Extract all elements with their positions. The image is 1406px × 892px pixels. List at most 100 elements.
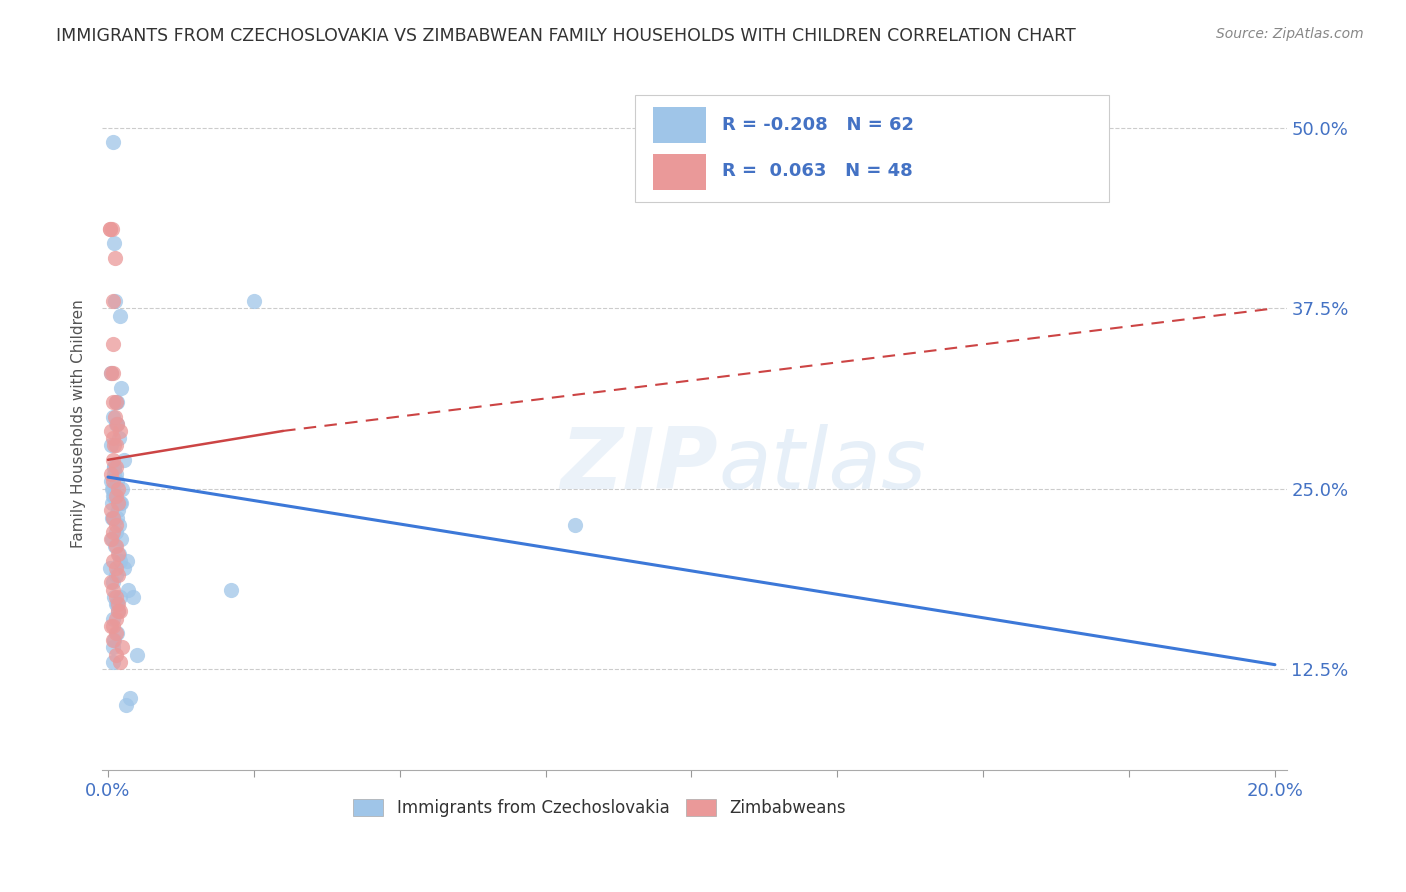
Point bbox=[105, 395, 128, 409]
Point bbox=[105, 510, 128, 524]
Point bbox=[103, 590, 125, 604]
Point bbox=[107, 503, 129, 517]
Point bbox=[100, 510, 122, 524]
Point bbox=[121, 590, 143, 604]
Point bbox=[108, 424, 131, 438]
Point bbox=[110, 554, 132, 568]
Point bbox=[101, 640, 124, 655]
Point bbox=[100, 222, 122, 236]
Point bbox=[104, 597, 127, 611]
Point bbox=[104, 524, 127, 539]
Point bbox=[107, 568, 129, 582]
Point bbox=[100, 424, 122, 438]
Point bbox=[101, 337, 124, 351]
Point bbox=[100, 482, 122, 496]
Point bbox=[107, 482, 129, 496]
Point bbox=[100, 222, 122, 236]
Point bbox=[103, 655, 125, 669]
Legend: Immigrants from Czechoslovakia, Zimbabweans: Immigrants from Czechoslovakia, Zimbabwe… bbox=[347, 792, 852, 824]
Point bbox=[100, 467, 122, 482]
Point bbox=[105, 597, 128, 611]
Point bbox=[101, 452, 124, 467]
Point bbox=[104, 467, 127, 482]
Point bbox=[100, 532, 122, 546]
Point bbox=[107, 597, 129, 611]
Point bbox=[104, 648, 127, 662]
Point bbox=[104, 460, 127, 475]
Point bbox=[100, 366, 122, 380]
Text: R =  0.063   N = 48: R = 0.063 N = 48 bbox=[721, 162, 912, 180]
Point bbox=[104, 438, 127, 452]
Point bbox=[105, 395, 128, 409]
Point bbox=[104, 561, 127, 575]
Point bbox=[103, 467, 125, 482]
Point bbox=[104, 626, 127, 640]
Point bbox=[114, 698, 136, 712]
Point bbox=[100, 575, 122, 590]
Point bbox=[103, 618, 125, 632]
Point bbox=[110, 496, 132, 510]
Point bbox=[103, 236, 125, 251]
Point bbox=[111, 482, 134, 496]
Point bbox=[108, 655, 131, 669]
Point bbox=[104, 590, 127, 604]
Point bbox=[100, 222, 122, 236]
Point bbox=[103, 366, 125, 380]
Point bbox=[103, 475, 125, 489]
Point bbox=[104, 409, 127, 424]
Y-axis label: Family Households with Children: Family Households with Children bbox=[72, 300, 86, 548]
Point bbox=[107, 547, 129, 561]
Point bbox=[107, 431, 129, 445]
Point bbox=[127, 648, 149, 662]
Point bbox=[101, 136, 124, 150]
Point bbox=[103, 510, 125, 524]
Point bbox=[105, 417, 128, 431]
Point bbox=[103, 431, 125, 445]
FancyBboxPatch shape bbox=[652, 153, 706, 190]
Point bbox=[105, 417, 128, 431]
Point bbox=[101, 575, 124, 590]
Point bbox=[103, 611, 125, 625]
Point bbox=[107, 604, 129, 618]
Text: R = -0.208   N = 62: R = -0.208 N = 62 bbox=[721, 116, 914, 134]
Point bbox=[105, 626, 128, 640]
Point bbox=[103, 554, 125, 568]
Point bbox=[103, 633, 125, 648]
Point bbox=[103, 524, 125, 539]
Point bbox=[243, 294, 266, 309]
Point bbox=[100, 366, 122, 380]
Point bbox=[104, 294, 127, 309]
Point bbox=[100, 532, 122, 546]
Point bbox=[100, 438, 122, 452]
Point bbox=[120, 690, 142, 705]
Point bbox=[101, 510, 124, 524]
Point bbox=[104, 417, 127, 431]
Point bbox=[103, 482, 125, 496]
Point bbox=[219, 582, 242, 597]
Point bbox=[108, 496, 131, 510]
Point bbox=[103, 582, 125, 597]
Point bbox=[110, 381, 132, 395]
FancyBboxPatch shape bbox=[636, 95, 1109, 202]
Point bbox=[100, 475, 122, 489]
Point bbox=[108, 309, 131, 323]
Point bbox=[108, 590, 131, 604]
Point bbox=[103, 460, 125, 475]
Point bbox=[564, 517, 586, 532]
Point bbox=[104, 517, 127, 532]
Point bbox=[100, 503, 122, 517]
Text: IMMIGRANTS FROM CZECHOSLOVAKIA VS ZIMBABWEAN FAMILY HOUSEHOLDS WITH CHILDREN COR: IMMIGRANTS FROM CZECHOSLOVAKIA VS ZIMBAB… bbox=[56, 27, 1076, 45]
Point bbox=[103, 633, 125, 648]
Point bbox=[117, 582, 139, 597]
Point bbox=[103, 489, 125, 503]
Point bbox=[103, 438, 125, 452]
Point bbox=[105, 475, 128, 489]
FancyBboxPatch shape bbox=[652, 107, 706, 144]
Point bbox=[112, 452, 135, 467]
Point bbox=[104, 540, 127, 554]
Point bbox=[104, 489, 127, 503]
Point bbox=[103, 489, 125, 503]
Point bbox=[104, 611, 127, 625]
Point bbox=[105, 395, 128, 409]
Text: ZIP: ZIP bbox=[561, 424, 718, 507]
